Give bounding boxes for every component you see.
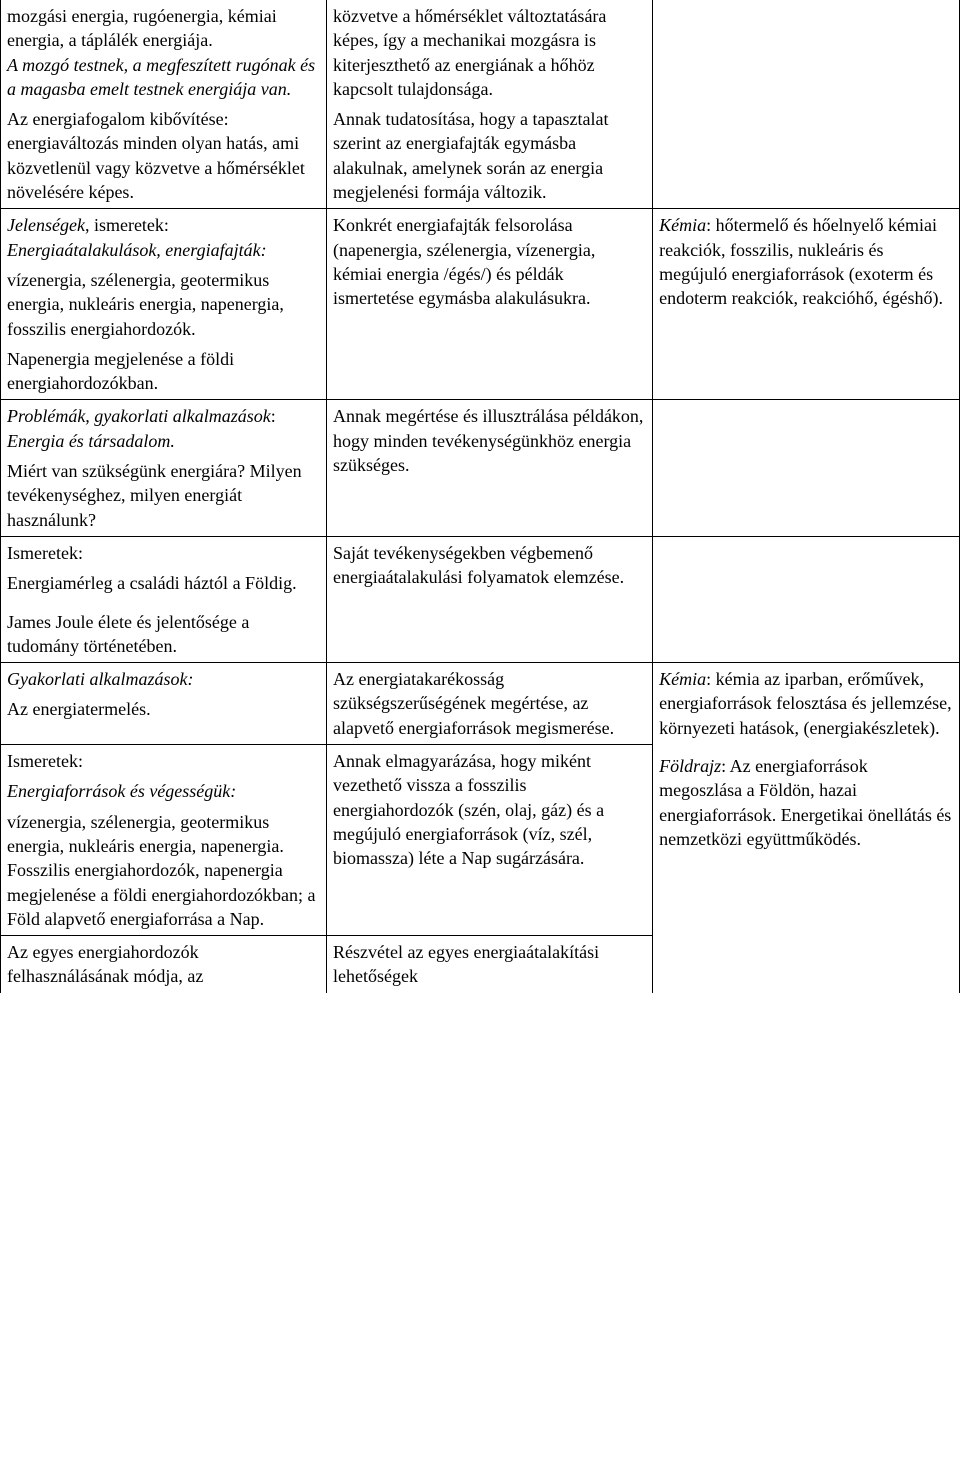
- cell: [653, 400, 960, 536]
- cell-text: Jelenségek, ismeretek: Energiaátalakulás…: [7, 213, 320, 262]
- cell: Az energiatakarékosság szükségszerűségén…: [327, 663, 653, 745]
- cell-text: Konkrét energiafajták felsorolása (napen…: [333, 213, 646, 310]
- cell-text: Saját tevékenységekben végbemenő energia…: [333, 541, 646, 590]
- cell: Ismeretek: Energiamérleg a családi háztó…: [1, 536, 327, 662]
- cell-text: Miért van szükségünk energiára? Milyen t…: [7, 459, 320, 532]
- cell: Gyakorlati alkalmazások: Az energiaterme…: [1, 663, 327, 745]
- cell: Ismeretek: Energiaforrások és végességük…: [1, 745, 327, 936]
- cell-text: Kémia: hőtermelő és hőelnyelő kémiai rea…: [659, 213, 953, 310]
- cell: [653, 536, 960, 662]
- cell: Problémák, gyakorlati alkalmazások: Ener…: [1, 400, 327, 536]
- text: mozgási energia, rugóenergia, kémiai ene…: [7, 6, 277, 50]
- curriculum-table: mozgási energia, rugóenergia, kémiai ene…: [0, 0, 960, 993]
- cell-text: James Joule élete és jelentősége a tudom…: [7, 610, 320, 659]
- cell-text: mozgási energia, rugóenergia, kémiai ene…: [7, 4, 320, 101]
- italic-text: Energiaforrások és végességük:: [7, 781, 236, 801]
- italic-text: Gyakorlati alkalmazások:: [7, 669, 193, 689]
- cell-text: Annak elmagyarázása, hogy miként vezethe…: [333, 749, 646, 870]
- italic-text: Kémia: [659, 669, 706, 689]
- cell-text: vízenergia, szélenergia, geotermikus ene…: [7, 268, 320, 341]
- italic-text: A mozgó testnek, a megfeszített rugónak …: [7, 55, 315, 99]
- italic-text: Problémák, gyakorlati alkalmazások: [7, 406, 271, 426]
- cell-text: Földrajz: Az energiaforrások megoszlása …: [659, 754, 953, 851]
- table-row: Problémák, gyakorlati alkalmazások: Ener…: [1, 400, 960, 536]
- cell: mozgási energia, rugóenergia, kémiai ene…: [1, 0, 327, 209]
- cell-text: Annak megértése és illusztrálása példáko…: [333, 404, 646, 477]
- cell-text: Energiamérleg a családi háztól a Földig.: [7, 571, 320, 595]
- cell-text: Ismeretek:: [7, 541, 320, 565]
- table-row: Gyakorlati alkalmazások: Az energiaterme…: [1, 663, 960, 745]
- cell-text: Gyakorlati alkalmazások:: [7, 667, 320, 691]
- cell-text: Ismeretek:: [7, 749, 320, 773]
- cell-text: Kémia: kémia az iparban, erőművek, energ…: [659, 667, 953, 740]
- cell: közvetve a hőmérséklet változtatására ké…: [327, 0, 653, 209]
- cell-text: Az energiatakarékosság szükségszerűségén…: [333, 667, 646, 740]
- italic-text: Energia és társadalom.: [7, 431, 175, 451]
- cell: Kémia: hőtermelő és hőelnyelő kémiai rea…: [653, 209, 960, 400]
- cell: Jelenségek, ismeretek: Energiaátalakulás…: [1, 209, 327, 400]
- cell: Az egyes energiahordozók felhasználásána…: [1, 936, 327, 993]
- cell-text: Az energiatermelés.: [7, 697, 320, 721]
- table-row: Jelenségek, ismeretek: Energiaátalakulás…: [1, 209, 960, 400]
- cell-text: Napenergia megjelenése a földi energiaho…: [7, 347, 320, 396]
- cell-text: Energiaforrások és végességük:: [7, 779, 320, 803]
- cell: Annak megértése és illusztrálása példáko…: [327, 400, 653, 536]
- cell-text: Az energiafogalom kibővítése: energiavál…: [7, 107, 320, 204]
- italic-text: Kémia: [659, 215, 706, 235]
- cell-text: Részvétel az egyes energiaátalakítási le…: [333, 940, 646, 989]
- italic-text: Földrajz: [659, 756, 721, 776]
- cell: Kémia: kémia az iparban, erőművek, energ…: [653, 663, 960, 993]
- cell: [653, 0, 960, 209]
- cell: Saját tevékenységekben végbemenő energia…: [327, 536, 653, 662]
- cell-text: Az egyes energiahordozók felhasználásána…: [7, 940, 320, 989]
- table-row: Ismeretek: Energiamérleg a családi háztó…: [1, 536, 960, 662]
- italic-text: Energiaátalakulások, energiafajták:: [7, 240, 267, 260]
- cell: Részvétel az egyes energiaátalakítási le…: [327, 936, 653, 993]
- text: , ismeretek:: [85, 215, 169, 235]
- cell: Konkrét energiafajták felsorolása (napen…: [327, 209, 653, 400]
- table-row: mozgási energia, rugóenergia, kémiai ene…: [1, 0, 960, 209]
- cell-text: közvetve a hőmérséklet változtatására ké…: [333, 4, 646, 101]
- italic-text: Jelenségek: [7, 215, 85, 235]
- cell-text: vízenergia, szélenergia, geotermikus ene…: [7, 810, 320, 931]
- cell-text: Problémák, gyakorlati alkalmazások: Ener…: [7, 404, 320, 453]
- cell-text: Annak tudatosítása, hogy a tapasztalat s…: [333, 107, 646, 204]
- text: :: [271, 406, 276, 426]
- cell: Annak elmagyarázása, hogy miként vezethe…: [327, 745, 653, 936]
